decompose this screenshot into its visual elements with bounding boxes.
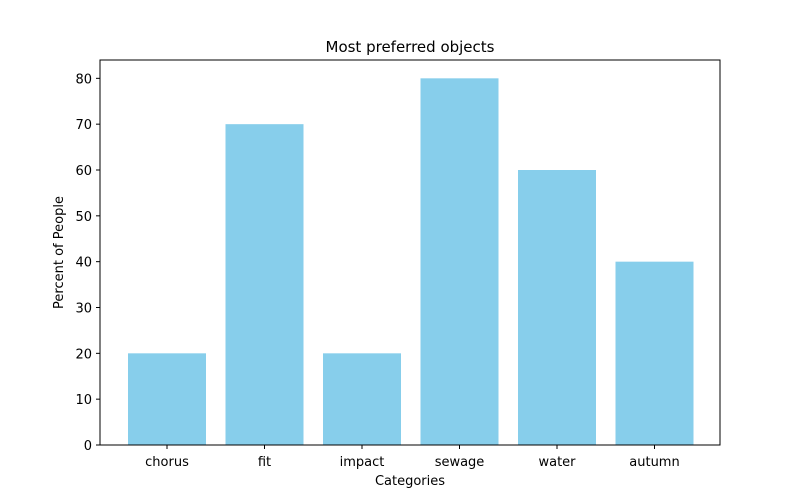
bar-autumn	[615, 261, 694, 445]
y-tick-label-60: 60	[75, 164, 92, 179]
y-tick-label-0: 0	[84, 439, 92, 454]
chart-title: Most preferred objects	[326, 38, 495, 56]
x-tick-label-autumn: autumn	[629, 455, 679, 470]
x-tick-label-impact: impact	[340, 455, 385, 470]
bar-fit	[225, 124, 304, 446]
bar-impact	[323, 353, 401, 445]
plot-frame	[99, 59, 721, 446]
y-tick-label-70: 70	[75, 118, 92, 133]
x-axis: chorus fit impact sewage water autumn	[145, 445, 680, 470]
bar-sewage	[420, 78, 499, 445]
y-axis: 0 10 20 30 40 50 60 70 80	[75, 72, 100, 454]
x-tick-label-fit: fit	[258, 455, 271, 470]
y-tick-label-10: 10	[75, 393, 92, 408]
bar-chorus	[128, 353, 206, 445]
bars-group	[128, 78, 694, 446]
x-tick-label-sewage: sewage	[435, 455, 485, 470]
y-tick-label-50: 50	[75, 210, 92, 225]
y-tick-label-80: 80	[75, 72, 92, 87]
x-tick-label-water: water	[538, 455, 576, 470]
y-tick-label-30: 30	[75, 302, 92, 317]
bar-water	[518, 170, 596, 445]
y-axis-label: Percent of People	[52, 196, 67, 309]
x-axis-label: Categories	[375, 474, 445, 489]
x-tick-label-chorus: chorus	[145, 455, 189, 470]
y-tick-label-40: 40	[75, 256, 92, 271]
y-tick-label-20: 20	[75, 347, 92, 362]
